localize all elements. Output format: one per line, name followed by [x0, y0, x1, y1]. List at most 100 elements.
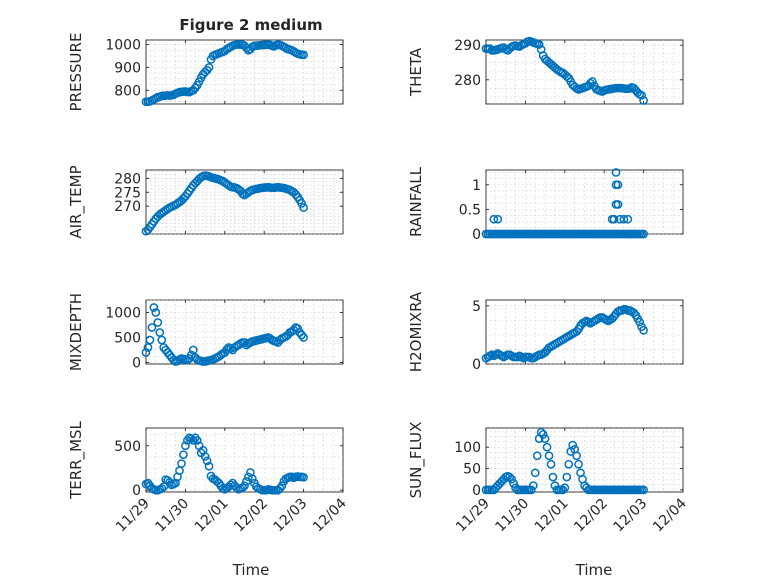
y-axis-label: AIR_TEMP: [67, 165, 86, 238]
data-point: [277, 481, 287, 491]
data-point: [155, 328, 165, 337]
data-point: [526, 485, 536, 495]
axes-theta: 280 290 THETA: [407, 36, 684, 105]
data-point: [560, 483, 570, 493]
data-point: [141, 348, 151, 357]
data-point: [507, 474, 516, 484]
y-tick-label: 50: [463, 462, 481, 478]
x-tick-label: 11/30: [492, 496, 532, 536]
x-tick-label: 12/02: [231, 496, 271, 536]
data-point: [639, 325, 648, 335]
y-tick-label: 500: [114, 331, 141, 347]
data-point: [493, 214, 503, 224]
data-point: [540, 434, 550, 444]
y-tick-label: 1000: [105, 306, 141, 322]
data-point: [562, 472, 572, 482]
x-tick-label: 12/03: [271, 496, 311, 536]
data-point: [299, 50, 308, 60]
data-point: [186, 434, 196, 444]
data-point: [151, 308, 161, 317]
data-point: [157, 335, 167, 345]
axes-h2omixra: 0 5 H2OMIXRA: [407, 291, 684, 373]
data-point: [639, 485, 648, 495]
data-point: [613, 180, 623, 190]
data-point: [177, 459, 186, 468]
data-point: [242, 43, 251, 53]
x-tick-label: 12/01: [532, 496, 572, 536]
axes-mixdepth: 0 500 1000 MIXDEPTH: [67, 293, 344, 372]
x-tick-label: 11/30: [152, 496, 192, 536]
data-point: [169, 355, 178, 365]
data-point: [544, 451, 554, 461]
y-axis-label: PRESSURE: [67, 33, 85, 112]
y-axis-label: SUN_FLUX: [407, 422, 426, 499]
data-point: [181, 441, 190, 451]
data-point: [548, 472, 558, 482]
data-point: [546, 459, 556, 469]
data-point: [157, 484, 167, 493]
data-point: [538, 430, 548, 439]
y-tick-label: 0: [472, 357, 481, 373]
y-tick-label: 290: [454, 38, 481, 54]
grid: [146, 40, 343, 104]
data-point: [572, 451, 581, 461]
axes-sun-flux: 0 50 100 11/29 11/30 12/01 12/02 12/03 12/04 SUN_…: [407, 422, 690, 536]
data-point: [299, 472, 308, 482]
data-point: [509, 479, 518, 488]
series-mixdepth: [141, 303, 308, 366]
data-point: [623, 214, 633, 224]
series-pressure: [141, 40, 308, 107]
axes-rainfall: 0 0.5 1 RAINFALL: [407, 166, 684, 243]
data-point: [530, 468, 540, 478]
xlabel-right: Time: [575, 561, 613, 579]
data-point: [568, 440, 578, 450]
data-point: [240, 481, 249, 491]
grid: [486, 170, 683, 235]
data-point: [588, 77, 597, 86]
y-tick-label: 1: [472, 178, 481, 194]
y-tick-label: 280: [114, 171, 141, 187]
data-point: [143, 343, 153, 352]
series-rainfall: [481, 168, 648, 239]
data-point: [627, 229, 637, 239]
x-tick-label: 12/04: [310, 495, 350, 535]
y-tick-label: 0: [472, 227, 481, 243]
data-point: [528, 481, 538, 490]
y-axis-label: RAINFALL: [407, 166, 425, 237]
data-point: [619, 214, 629, 224]
data-point: [564, 459, 574, 469]
x-tick-label: 11/29: [113, 496, 153, 536]
data-point: [505, 472, 514, 482]
data-point: [639, 229, 648, 239]
data-point: [202, 456, 212, 466]
data-point: [149, 303, 159, 312]
xlabel-left: Time: [232, 561, 270, 579]
y-tick-label: 0.5: [459, 202, 481, 218]
series-terr-msl: [141, 433, 308, 495]
data-point: [240, 338, 249, 347]
grid: [146, 170, 343, 235]
data-point: [574, 459, 583, 469]
data-point: [222, 345, 232, 354]
y-axis-label: H2OMIXRA: [407, 291, 425, 372]
data-point: [542, 442, 552, 452]
y-tick-label: 100: [454, 440, 481, 456]
data-point: [153, 318, 163, 327]
y-tick-label: 280: [454, 73, 481, 89]
data-point: [291, 190, 301, 199]
data-point: [204, 461, 214, 471]
data-point: [204, 63, 214, 72]
data-point: [238, 483, 247, 492]
data-point: [238, 189, 247, 199]
series-sun-flux: [481, 427, 648, 495]
y-axis-label: MIXDEPTH: [67, 293, 85, 371]
data-point: [629, 308, 639, 318]
data-point: [248, 474, 257, 484]
data-point: [558, 485, 568, 495]
series-air-temp: [141, 171, 308, 236]
data-point: [299, 333, 308, 342]
data-point: [297, 199, 306, 208]
x-tick-label: 11/29: [453, 496, 493, 536]
x-tick-label: 12/03: [611, 496, 651, 536]
